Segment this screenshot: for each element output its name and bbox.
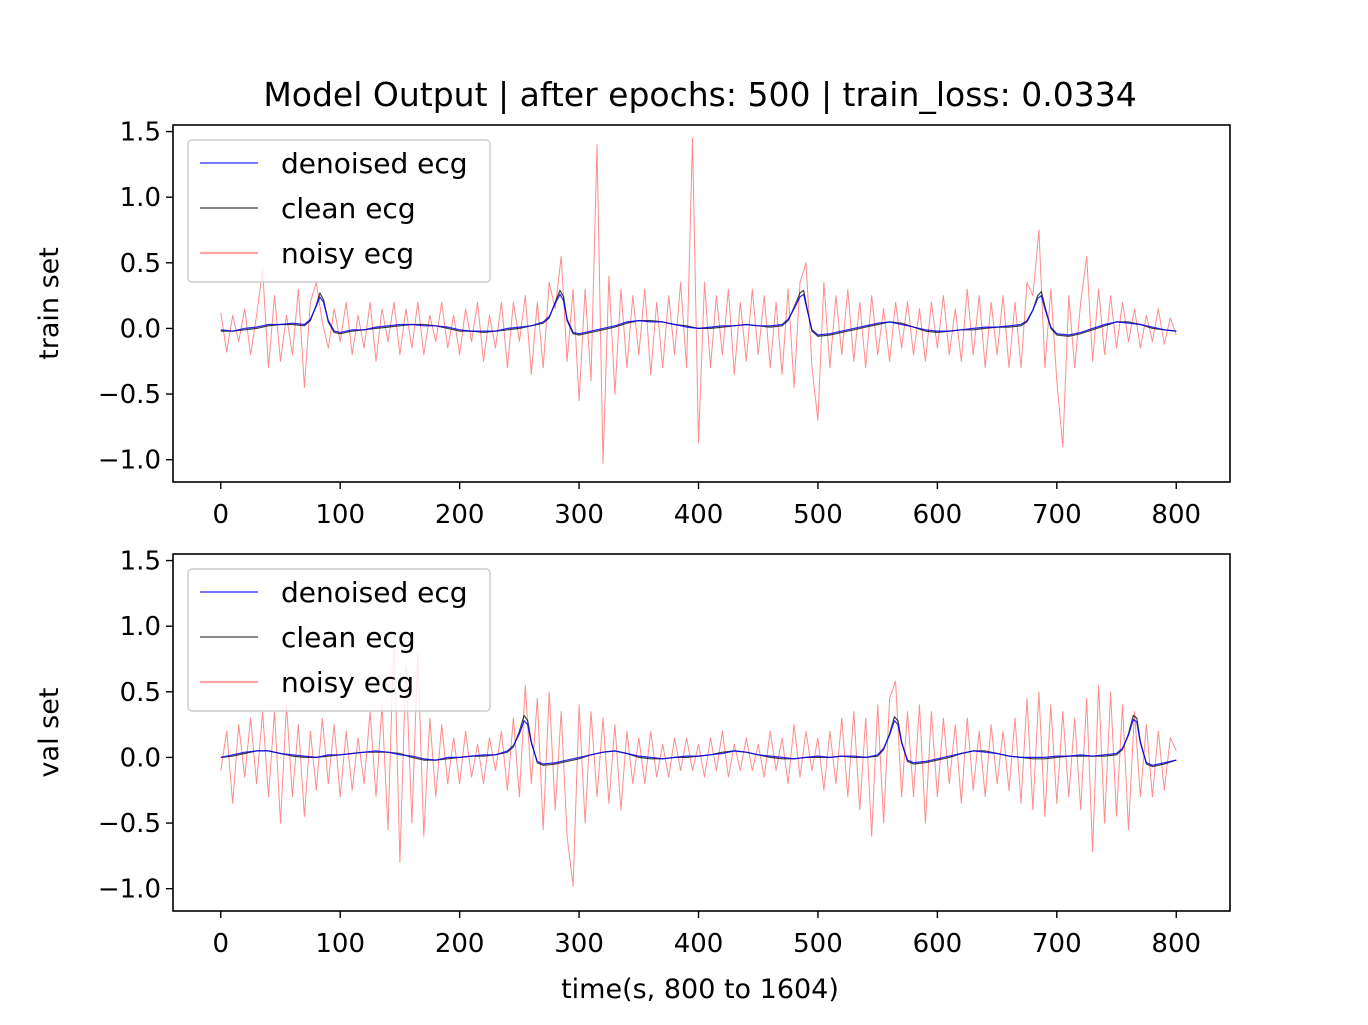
- train-set-panel: 0 100 200 300 400 500 600 700 800 −1.0 −0.5 0.0 0.5 1…: [34, 118, 1231, 530]
- denoised-ecg-legend-label: denoised ecg: [281, 147, 468, 180]
- y-tick-label: 1.5: [120, 118, 161, 148]
- x-tick-label: 100: [315, 500, 365, 530]
- legend: denoised ecg clean ecg noisy ecg: [187, 568, 491, 712]
- x-tick-label: 400: [674, 929, 724, 959]
- x-tick-label: 0: [213, 500, 230, 530]
- x-tick-label: 200: [435, 929, 485, 959]
- y-tick-label: −0.5: [98, 380, 161, 410]
- y-tick-label: −1.0: [98, 446, 161, 476]
- denoised-ecg-line: [220, 293, 1177, 336]
- y-tick-label: 1.0: [120, 183, 161, 213]
- clean-ecg-legend-label: clean ecg: [281, 621, 416, 654]
- clean-ecg-legend-label: clean ecg: [281, 192, 416, 225]
- y-axis-label: train set: [34, 247, 65, 360]
- y-tick-label: 0.5: [120, 249, 161, 279]
- y-tick-label: 1.5: [120, 547, 161, 577]
- x-tick-label: 200: [435, 500, 485, 530]
- x-tick-label: 500: [793, 929, 843, 959]
- x-tick-label: 0: [213, 929, 230, 959]
- x-tick-label: 700: [1032, 500, 1082, 530]
- x-tick-label: 300: [554, 500, 604, 530]
- y-axis-label: val set: [34, 688, 65, 778]
- y-tick-label: 0.0: [120, 743, 161, 773]
- x-tick-label: 800: [1151, 500, 1201, 530]
- y-tick-label: −1.0: [98, 875, 161, 905]
- x-tick-label: 300: [554, 929, 604, 959]
- val-set-panel: 0 100 200 300 400 500 600 700 800 −1.0 −0.5 0.0 0.5 1…: [34, 547, 1231, 959]
- y-tick-label: 1.0: [120, 612, 161, 642]
- denoised-ecg-legend-label: denoised ecg: [281, 576, 468, 609]
- x-tick-label: 100: [315, 929, 365, 959]
- legend: denoised ecg clean ecg noisy ecg: [187, 139, 491, 283]
- legend-frame: [187, 139, 491, 283]
- y-tick-label: 0.0: [120, 314, 161, 344]
- x-tick-label: 600: [913, 929, 963, 959]
- x-axis-label: time(s, 800 to 1604): [561, 974, 839, 1005]
- noisy-ecg-legend-label: noisy ecg: [281, 237, 414, 270]
- axes-frame: [172, 553, 1231, 912]
- x-tick-label: 400: [674, 500, 724, 530]
- noisy-ecg-line: [220, 632, 1177, 887]
- figure-title: Model Output | after epochs: 500 | train…: [263, 75, 1136, 114]
- x-tick-label: 700: [1032, 929, 1082, 959]
- axes-frame: [172, 124, 1231, 483]
- x-tick-label: 600: [913, 500, 963, 530]
- y-tick-label: 0.5: [120, 678, 161, 708]
- legend-frame: [187, 568, 491, 712]
- series-group: [220, 632, 1177, 887]
- x-tick-label: 500: [793, 500, 843, 530]
- x-tick-label: 800: [1151, 929, 1201, 959]
- denoised-ecg-line: [220, 718, 1177, 766]
- noisy-ecg-legend-label: noisy ecg: [281, 666, 414, 699]
- series-group: [220, 137, 1177, 465]
- y-tick-label: −0.5: [98, 809, 161, 839]
